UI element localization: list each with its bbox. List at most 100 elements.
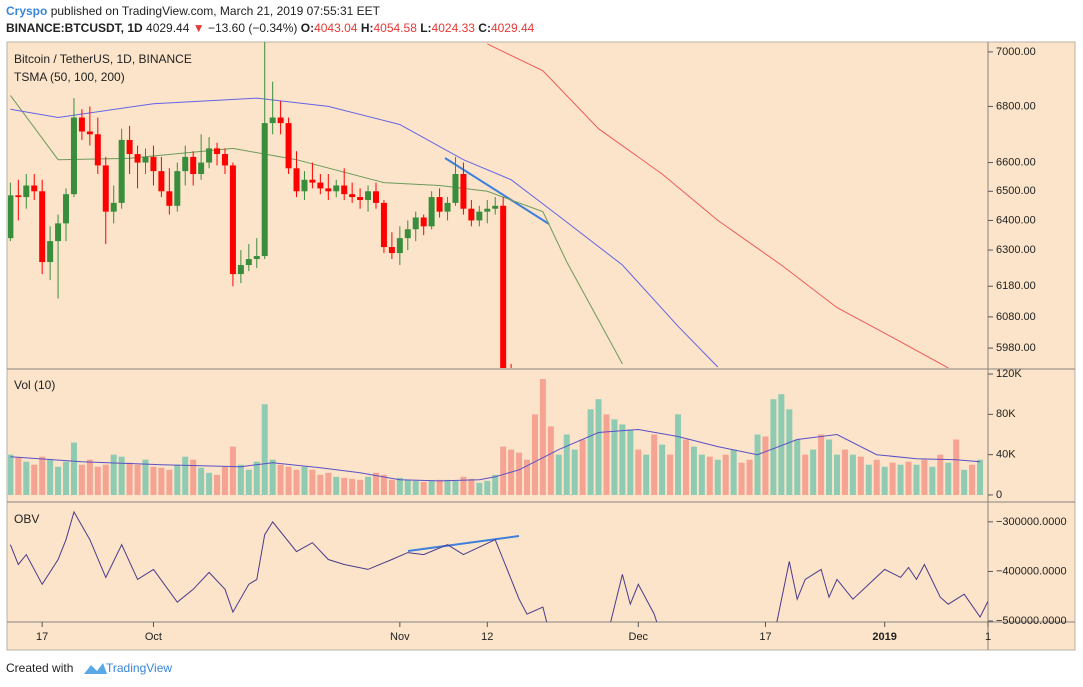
quote-line: BINANCE:BTCUSDT, 1D 4029.44 ▼ −13.60 (−0… (6, 21, 535, 35)
high-value: 4054.58 (373, 21, 417, 35)
volume-bar (833, 454, 840, 495)
volume-bar (865, 464, 872, 495)
y-tick-label: 6800.00 (996, 100, 1036, 112)
candle-body (182, 156, 189, 172)
candle-body (245, 259, 252, 266)
volume-bar (849, 454, 856, 495)
candle-body (134, 154, 141, 163)
volume-bar (937, 454, 944, 495)
candle-body (484, 208, 491, 212)
volume-bar (372, 472, 379, 495)
candle-body (349, 194, 356, 198)
volume-bar (301, 466, 308, 495)
candle-body (277, 117, 284, 124)
volume-bar (889, 462, 896, 495)
candle-body (190, 156, 197, 174)
pane-plot (9, 510, 988, 622)
candle-body (436, 197, 443, 212)
volume-bar (309, 469, 316, 495)
volume-bar (563, 434, 570, 495)
y-tick-label: −500000.0000 (996, 615, 1067, 627)
volume-bar (261, 404, 268, 495)
y-tick-label: 6600.00 (996, 156, 1036, 168)
candle-body (110, 202, 117, 212)
candle-body (150, 156, 157, 172)
volume-bar (786, 409, 793, 495)
volume-bar (611, 419, 618, 495)
candle-body (261, 123, 268, 257)
trend-line (444, 157, 550, 225)
candle-body (166, 191, 173, 206)
volume-bar (277, 464, 284, 495)
volume-bar (746, 459, 753, 495)
candle-body (404, 229, 411, 239)
x-tick-label: Dec (629, 631, 649, 643)
footer-text: Created with (6, 661, 73, 675)
candle-body (198, 162, 205, 174)
close-label: C: (478, 21, 491, 35)
volume-bar (428, 480, 435, 495)
published: published on TradingView.com, March 21, … (51, 4, 381, 18)
candle-body (380, 202, 387, 248)
volume-bar (770, 399, 777, 495)
high-label: H: (361, 21, 374, 35)
volume-bar (476, 482, 483, 495)
volume-bar (722, 454, 729, 495)
x-tick-label: 1 (985, 631, 991, 643)
footer-brand[interactable]: TradingView (106, 661, 172, 675)
volume-bar (333, 476, 340, 495)
volume-bar (738, 462, 745, 495)
y-tick-label: 40K (996, 449, 1016, 461)
price-axis: 120K 80K 40K 0 (988, 368, 1022, 501)
x-tick-label: 2019 (872, 631, 896, 643)
volume-bar (945, 462, 952, 495)
candle-body (500, 205, 507, 368)
volume-ma (10, 428, 981, 482)
volume-bar (388, 479, 395, 495)
candle-body (341, 185, 348, 195)
volume-bar (229, 446, 236, 495)
volume-bar (253, 461, 260, 495)
volume-bar (293, 469, 300, 495)
volume-bar (627, 429, 634, 495)
volume-bar (237, 464, 244, 495)
author[interactable]: Cryspo (6, 4, 47, 18)
candle-body (174, 171, 181, 206)
volume-bar (78, 464, 85, 495)
candle-body (396, 238, 403, 254)
candle-body (317, 182, 324, 189)
volume-bar (682, 439, 689, 495)
candle-body (444, 202, 451, 212)
change: −13.60 (−0.34%) (208, 21, 297, 35)
volume-bar (110, 454, 117, 495)
y-tick-label: 6080.00 (996, 311, 1036, 323)
candle-body (94, 134, 101, 166)
y-tick-label: 80K (996, 408, 1016, 420)
low-value: 4024.33 (432, 21, 476, 35)
candle-body (70, 117, 77, 195)
moving-average (487, 43, 949, 368)
moving-average (10, 97, 719, 368)
candle-body (492, 205, 499, 209)
volume-bar (357, 479, 364, 495)
y-tick-label: 5980.00 (996, 342, 1036, 354)
volume-bar (420, 481, 427, 495)
volume-bar (380, 474, 387, 495)
candle-body (8, 195, 14, 239)
volume-bar (63, 461, 70, 495)
volume-bar (913, 464, 920, 495)
volume-bar (47, 459, 54, 495)
volume-bar (810, 449, 817, 495)
volume-bar (619, 424, 626, 495)
volume-bar (245, 469, 252, 495)
indicator-title: TSMA (50, 100, 200) (14, 70, 125, 84)
volume-bar (285, 466, 292, 495)
y-tick-label: −400000.0000 (996, 565, 1067, 577)
volume-bar (317, 474, 324, 495)
volume-bar (881, 466, 888, 495)
volume-bar (579, 439, 586, 495)
volume-bar (492, 474, 499, 495)
volume-bar (221, 466, 228, 495)
candle-body (118, 139, 125, 203)
obv-line (9, 510, 988, 622)
